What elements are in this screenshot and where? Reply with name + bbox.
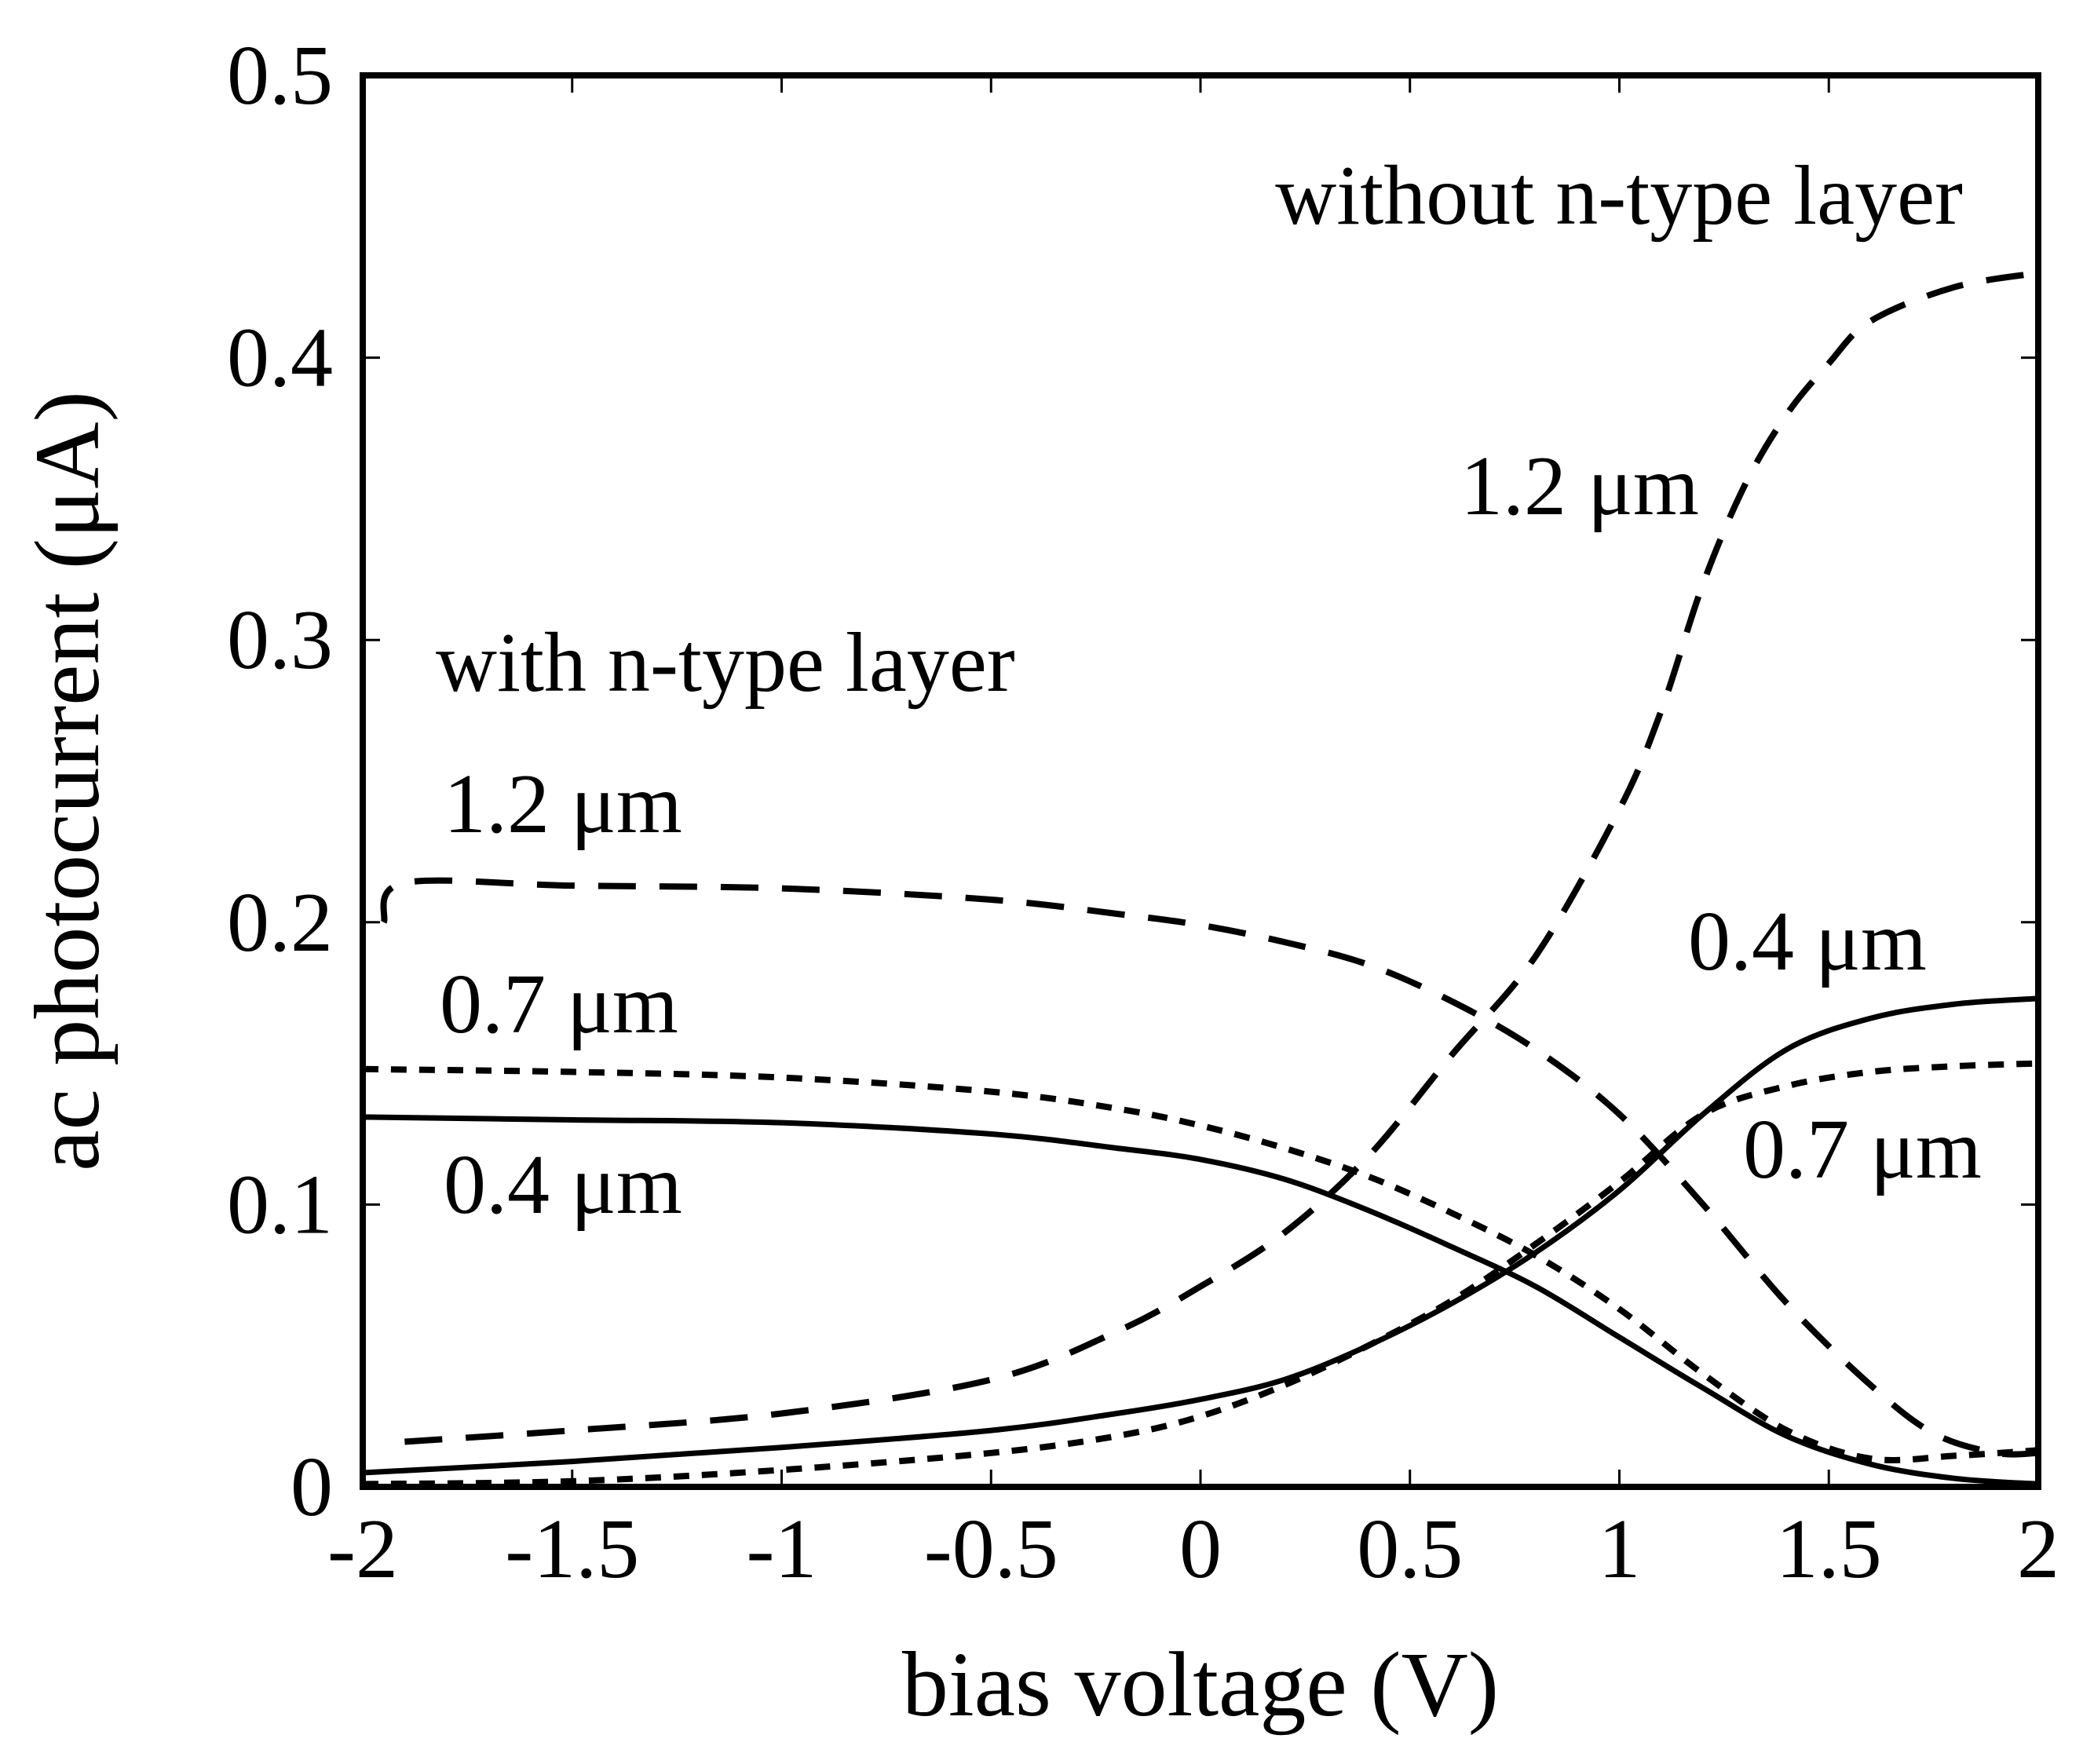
plot-frame — [360, 72, 2041, 1490]
x-tick-labels: -2 -1.5 -1 -0.5 0 0.5 1 1.5 2 — [327, 1503, 2059, 1596]
series-layer — [362, 269, 2039, 1488]
series-line-5 — [362, 995, 2039, 1476]
series-line-1 — [362, 1065, 2039, 1463]
y-axis-label: ac photocurrent (μA) — [16, 391, 119, 1171]
x-tick-label: 0 — [1179, 1503, 1222, 1596]
annotation-with-0-4um: 0.4 μm — [444, 1138, 682, 1232]
series-line-2 — [362, 1114, 2039, 1487]
y-tick-label: 0.4 — [227, 312, 333, 405]
x-tick-label: -2 — [327, 1503, 398, 1596]
y-tick-label: 0.2 — [227, 876, 333, 970]
x-tick-label: 2 — [2017, 1503, 2059, 1596]
annotation-without-1-2um: 1.2 μm — [1460, 440, 1699, 533]
x-tick-label: -1 — [747, 1503, 817, 1596]
x-tick-label: -1.5 — [505, 1503, 639, 1596]
annotation-without-n-type-layer: without n-type layer — [1275, 149, 1963, 243]
y-tick-label: 0 — [291, 1441, 333, 1534]
x-axis-label: bias voltage (V) — [902, 1633, 1499, 1736]
x-tick-label: 1 — [1599, 1503, 1641, 1596]
annotation-with-0-7um: 0.7 μm — [440, 958, 678, 1051]
x-tick-label: 1.5 — [1776, 1503, 1882, 1596]
annotation-without-0-7um: 0.7 μm — [1743, 1103, 1982, 1196]
y-tick-label: 0.3 — [227, 593, 333, 687]
y-tick-label: 0.5 — [227, 29, 333, 122]
y-tick-labels: 0 0.1 0.2 0.3 0.4 0.5 — [227, 29, 333, 1534]
annotation-with-n-type-layer: with n-type layer — [436, 616, 1015, 710]
y-tick-label: 0.1 — [227, 1158, 333, 1251]
x-tick-label: -0.5 — [924, 1503, 1058, 1596]
series-line-3 — [404, 269, 2039, 1445]
x-tick-label: 0.5 — [1357, 1503, 1463, 1596]
annotation-with-1-2um: 1.2 μm — [444, 758, 682, 851]
annotation-without-0-4um: 0.4 μm — [1688, 895, 1927, 988]
